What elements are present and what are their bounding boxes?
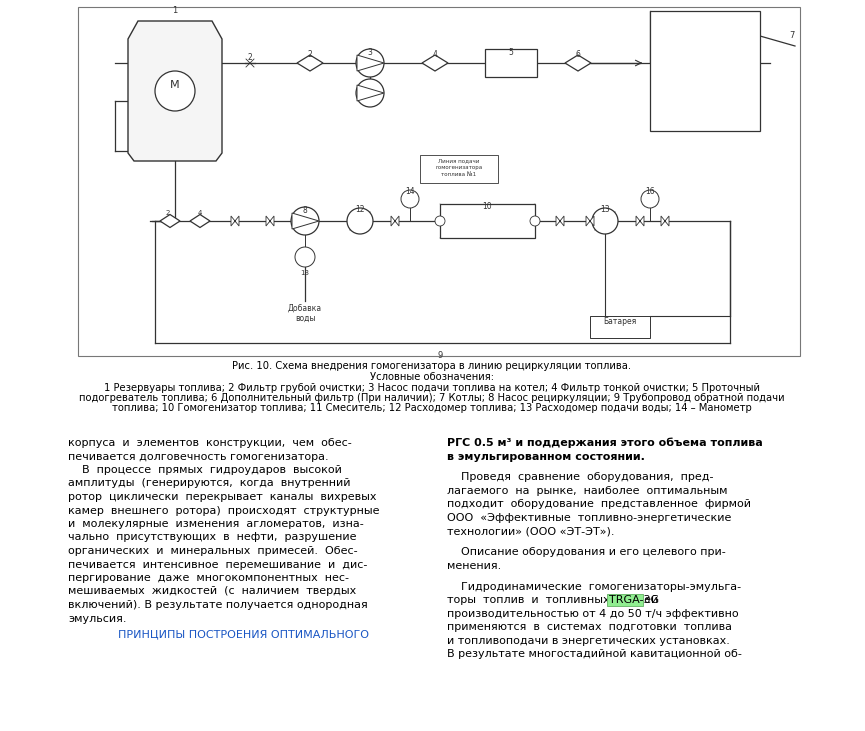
Polygon shape <box>422 55 448 71</box>
Circle shape <box>155 71 195 111</box>
Polygon shape <box>266 216 274 226</box>
Polygon shape <box>160 214 180 227</box>
Text: технологии» (ООО «ЭТ-ЭТ»).: технологии» (ООО «ЭТ-ЭТ»). <box>447 526 614 537</box>
Text: 14: 14 <box>405 187 415 196</box>
Text: 2: 2 <box>308 50 312 59</box>
Text: топлива №1: топлива №1 <box>441 172 477 177</box>
Text: 16: 16 <box>645 187 655 196</box>
Polygon shape <box>357 55 384 71</box>
Text: ПРИНЦИПЫ ПОСТРОЕНИЯ ОПТИМАЛЬНОГО: ПРИНЦИПЫ ПОСТРОЕНИЯ ОПТИМАЛЬНОГО <box>118 629 369 639</box>
Text: 4: 4 <box>432 50 438 59</box>
Text: M: M <box>170 80 180 90</box>
FancyBboxPatch shape <box>607 594 643 606</box>
Text: Гидродинамические  гомогенизаторы-эмульга-: Гидродинамические гомогенизаторы-эмульга… <box>447 582 741 592</box>
Text: и топливоподачи в энергетических установках.: и топливоподачи в энергетических установ… <box>447 636 730 645</box>
Text: корпуса  и  элементов  конструкции,  чем  обес-: корпуса и элементов конструкции, чем обе… <box>68 438 352 448</box>
Bar <box>420 155 498 183</box>
Text: 13: 13 <box>300 270 310 276</box>
Text: воды: воды <box>295 314 315 323</box>
Text: Описание оборудования и его целевого при-: Описание оборудования и его целевого при… <box>447 548 726 557</box>
Text: лагаемого  на  рынке,  наиболее  оптимальным: лагаемого на рынке, наиболее оптимальным <box>447 486 727 496</box>
Text: Батарея: Батарея <box>604 317 637 327</box>
Polygon shape <box>586 216 594 226</box>
Text: 5: 5 <box>509 48 514 57</box>
Text: 7: 7 <box>790 31 795 40</box>
Text: 13: 13 <box>600 205 610 214</box>
Text: Добавка: Добавка <box>288 304 322 313</box>
Polygon shape <box>128 21 222 161</box>
Text: 2: 2 <box>166 210 170 216</box>
Bar <box>650 11 760 131</box>
Polygon shape <box>297 55 323 71</box>
Text: мешиваемых  жидкостей  (с  наличием  твердых: мешиваемых жидкостей (с наличием твердых <box>68 586 356 596</box>
Text: менения.: менения. <box>447 561 501 571</box>
Bar <box>78 7 800 356</box>
Circle shape <box>356 49 384 77</box>
Circle shape <box>347 208 373 234</box>
Text: подогреватель топлива; 6 Дополнительный фильтр (При наличии); 7 Котлы; 8 Насос р: подогреватель топлива; 6 Дополнительный … <box>80 393 785 403</box>
Text: в эмульгированном состоянии.: в эмульгированном состоянии. <box>447 452 645 461</box>
Text: 2: 2 <box>247 53 253 62</box>
Text: 1: 1 <box>172 6 177 15</box>
Text: органических  и  минеральных  примесей.  Обес-: органических и минеральных примесей. Обе… <box>68 546 357 556</box>
Text: камер  внешнего  ротора)  происходят  структурные: камер внешнего ротора) происходят структ… <box>68 506 380 515</box>
Circle shape <box>356 79 384 107</box>
Circle shape <box>641 190 659 208</box>
Text: ротор  циклически  перекрывает  каналы  вихревых: ротор циклически перекрывает каналы вихр… <box>68 492 376 502</box>
Circle shape <box>291 207 319 235</box>
Text: торы  топлив  и  топливных  смесей: торы топлив и топливных смесей <box>447 595 665 605</box>
Text: 8: 8 <box>303 206 307 215</box>
Text: 10: 10 <box>482 202 492 211</box>
Polygon shape <box>565 55 591 71</box>
Text: 4: 4 <box>198 210 202 216</box>
Polygon shape <box>190 214 210 227</box>
Bar <box>590 316 650 338</box>
Text: Проведя  сравнение  оборудования,  пред-: Проведя сравнение оборудования, пред- <box>447 472 714 482</box>
Text: Условные обозначения:: Условные обозначения: <box>370 372 494 382</box>
Text: печивается долговечность гомогенизатора.: печивается долговечность гомогенизатора. <box>68 452 329 461</box>
Circle shape <box>435 216 445 226</box>
Bar <box>485 49 537 77</box>
Text: 1 Резервуары топлива; 2 Фильтр грубой очистки; 3 Насос подачи топлива на котел; : 1 Резервуары топлива; 2 Фильтр грубой оч… <box>104 383 760 393</box>
Text: В  процессе  прямых  гидроударов  высокой: В процессе прямых гидроударов высокой <box>68 465 342 475</box>
Text: и  молекулярные  изменения  агломератов,  изна-: и молекулярные изменения агломератов, из… <box>68 519 364 529</box>
Text: Линия подачи: Линия подачи <box>439 158 480 163</box>
Polygon shape <box>231 216 239 226</box>
Polygon shape <box>357 85 384 101</box>
Polygon shape <box>636 216 644 226</box>
Polygon shape <box>556 216 564 226</box>
Text: ООО  «Эффективные  топливно-энергетические: ООО «Эффективные топливно-энергетические <box>447 513 732 523</box>
Text: гомогенизатора: гомогенизатора <box>435 165 483 170</box>
Circle shape <box>295 247 315 267</box>
Text: РГС 0.5 м³ и поддержания этого объема топлива: РГС 0.5 м³ и поддержания этого объема то… <box>447 438 763 449</box>
Text: топлива; 10 Гомогенизатор топлива; 11 Смеситель; 12 Расходомер топлива; 13 Расхо: топлива; 10 Гомогенизатор топлива; 11 См… <box>112 403 752 413</box>
Text: 12: 12 <box>356 205 365 214</box>
Text: Рис. 10. Схема внедрения гомогенизатора в линию рециркуляции топлива.: Рис. 10. Схема внедрения гомогенизатора … <box>233 361 631 371</box>
Text: 6: 6 <box>575 50 580 59</box>
Circle shape <box>592 208 618 234</box>
Text: эмульсия.: эмульсия. <box>68 613 126 624</box>
Text: 3: 3 <box>368 48 373 57</box>
Text: пергирование  даже  многокомпонентных  нес-: пергирование даже многокомпонентных нес- <box>68 573 349 583</box>
Bar <box>440 204 535 238</box>
Text: применяются  в  системах  подготовки  топлива: применяются в системах подготовки топлив… <box>447 622 732 632</box>
Text: В результате многостадийной кавитационной об-: В результате многостадийной кавитационно… <box>447 649 742 659</box>
Text: производительностью от 4 до 50 т/ч эффективно: производительностью от 4 до 50 т/ч эффек… <box>447 609 739 618</box>
Circle shape <box>401 190 419 208</box>
Text: печивается  интенсивное  перемешивание  и  дис-: печивается интенсивное перемешивание и д… <box>68 559 368 569</box>
Text: TRGA-3G: TRGA-3G <box>609 595 659 605</box>
Text: подходит  оборудование  представленное  фирмой: подходит оборудование представленное фир… <box>447 499 751 510</box>
Text: 9: 9 <box>438 351 443 360</box>
Polygon shape <box>661 216 669 226</box>
Polygon shape <box>391 216 399 226</box>
Text: включений). В результате получается однородная: включений). В результате получается одно… <box>68 600 368 610</box>
Circle shape <box>530 216 540 226</box>
Text: чально  присутствующих  в  нефти,  разрушение: чально присутствующих в нефти, разрушени… <box>68 532 356 542</box>
Text: амплитуды  (генерируются,  когда  внутренний: амплитуды (генерируются, когда внутренни… <box>68 479 350 488</box>
Polygon shape <box>292 213 319 229</box>
